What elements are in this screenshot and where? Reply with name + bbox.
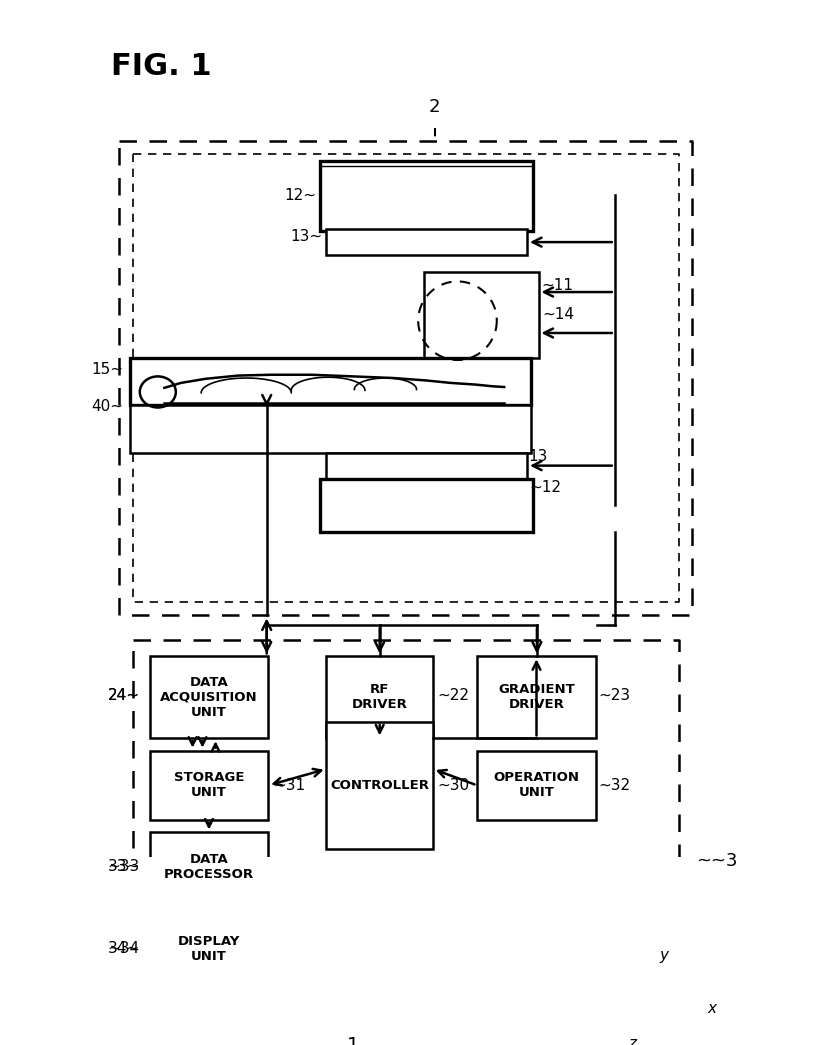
Text: ~14: ~14 xyxy=(542,306,574,322)
Bar xyxy=(326,452,527,479)
Bar xyxy=(149,914,268,984)
Text: 1: 1 xyxy=(346,1036,359,1045)
Text: x: x xyxy=(706,1001,715,1016)
Text: GRADIENT
DRIVER: GRADIENT DRIVER xyxy=(497,683,574,712)
Bar xyxy=(149,656,268,738)
Text: STORAGE
UNIT: STORAGE UNIT xyxy=(174,771,244,799)
Text: ~31: ~31 xyxy=(273,779,305,793)
Text: ~23: ~23 xyxy=(598,689,630,703)
Text: 40~: 40~ xyxy=(91,399,124,414)
Text: ~32: ~32 xyxy=(598,779,630,793)
Bar xyxy=(477,750,595,820)
Bar xyxy=(326,656,432,738)
Bar xyxy=(477,656,595,738)
Text: ~22: ~22 xyxy=(437,689,468,703)
Text: DISPLAY
UNIT: DISPLAY UNIT xyxy=(178,935,240,963)
Text: ~12: ~12 xyxy=(529,481,561,495)
Text: y: y xyxy=(658,948,667,962)
Text: 34~: 34~ xyxy=(107,942,139,956)
Text: z: z xyxy=(627,1037,636,1045)
Bar xyxy=(149,833,268,902)
Text: 2: 2 xyxy=(428,98,440,116)
Text: OPERATION
UNIT: OPERATION UNIT xyxy=(493,771,579,799)
Bar xyxy=(319,161,532,231)
Text: 24~: 24~ xyxy=(107,689,139,703)
Bar xyxy=(319,479,532,532)
Text: 12~: 12~ xyxy=(283,188,315,203)
Text: ~34: ~34 xyxy=(107,942,139,956)
Text: DATA
PROCESSOR: DATA PROCESSOR xyxy=(164,854,254,881)
Text: 33~: 33~ xyxy=(107,859,139,875)
Text: RF
DRIVER: RF DRIVER xyxy=(351,683,407,712)
Text: CONTROLLER: CONTROLLER xyxy=(330,779,428,792)
Bar xyxy=(423,272,538,357)
Text: 15~: 15~ xyxy=(91,363,124,377)
Text: ~~3: ~~3 xyxy=(695,852,737,870)
Text: 13~: 13~ xyxy=(290,229,322,243)
Text: FIG. 1: FIG. 1 xyxy=(111,52,211,82)
Text: ~30: ~30 xyxy=(437,779,468,793)
Text: ~33: ~33 xyxy=(107,859,139,875)
Text: DATA
ACQUISITION
UNIT: DATA ACQUISITION UNIT xyxy=(160,676,257,719)
Text: 24~: 24~ xyxy=(107,689,139,703)
Text: ~11: ~11 xyxy=(541,278,572,293)
Bar xyxy=(326,722,432,849)
Text: 13: 13 xyxy=(528,449,547,464)
Bar xyxy=(130,405,531,452)
Bar xyxy=(149,750,268,820)
Bar xyxy=(130,357,531,405)
Bar xyxy=(326,229,527,255)
